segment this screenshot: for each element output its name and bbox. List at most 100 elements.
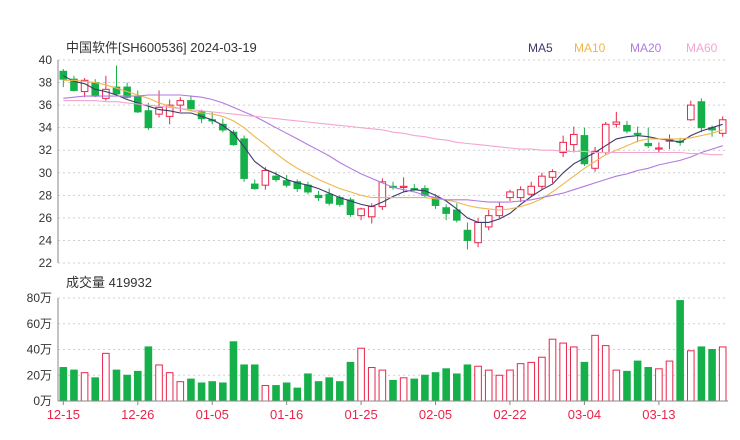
candle-body [495,206,504,217]
series-line-ma5 [63,75,723,223]
price-tick-label: 40 [39,53,53,67]
candle [718,116,727,137]
volume-bar [548,338,557,402]
candle [229,129,238,146]
candle-body [367,206,376,218]
candle [655,142,663,153]
candle-body [378,181,387,208]
candle [601,122,610,155]
x-tick-label: 03-04 [568,407,601,422]
price-tick-label: 38 [39,76,53,90]
volume-bar [378,369,387,402]
candle-body [144,110,153,129]
candle-body [463,229,472,241]
candle [357,207,365,221]
candle [144,102,153,130]
price-tick-label: 28 [39,188,53,202]
candle [633,126,642,143]
volume-tick-label: 80万 [27,291,52,305]
candle-body [187,100,195,109]
candle-body [325,193,333,204]
candle-body [548,171,557,178]
candle-body [219,123,227,131]
volume-bar [229,341,238,402]
candle-body [399,185,408,188]
volume-bar [506,369,514,402]
candle [442,204,450,221]
candle-body [59,70,68,80]
candle [240,135,248,182]
candle [165,99,174,125]
volume-bar [187,378,195,402]
x-tick-label: 02-05 [419,407,452,422]
volume-bar [357,347,365,402]
candle-body [112,86,121,95]
x-tick-label: 12-26 [121,407,154,422]
candle [516,186,525,203]
candle [282,175,291,188]
volume-bar [708,349,716,402]
volume-bar [431,372,440,402]
candle-body [559,141,567,153]
candle-body [453,209,461,221]
candle [644,127,653,148]
volume-bar [591,334,599,402]
volume-bar [219,382,227,402]
candle [112,65,121,97]
volume-bar [112,369,121,402]
volume-bar [644,367,653,402]
volume-tick-label: 0万 [33,394,52,408]
candle-body [697,101,706,129]
candle-body [261,170,270,186]
volume-bar [527,361,536,402]
candle-body [718,119,727,134]
volume-bar [655,368,663,402]
candle-body [70,78,78,91]
volume-bar [325,377,333,402]
candle [665,134,674,150]
candle-body [282,180,291,186]
price-tick-label: 34 [39,121,53,135]
series-line-ma60 [63,100,723,156]
volume-bar [559,342,567,402]
candle-body [272,175,280,181]
candle-body [442,207,450,214]
candle [506,189,514,201]
candle-body [601,123,610,153]
candle-body [357,208,365,217]
candle-body [102,88,110,99]
volume-bar [718,346,727,402]
volume-bar [314,381,323,402]
volume-bar [463,364,472,402]
candle-body [623,124,631,132]
candle-body [229,131,238,146]
x-tick-label: 12-15 [47,407,80,422]
volume-bar [569,346,578,402]
price-tick-label: 36 [39,98,53,112]
volume-bar [91,377,100,402]
candle [559,135,567,157]
candle [250,179,259,190]
candle [569,126,578,153]
price-tick-label: 24 [39,233,53,247]
legend-ma20: MA20 [630,41,662,55]
volume-bar [123,374,131,402]
volume-bar [133,370,142,402]
volume-title: 成交量 419932 [66,275,152,290]
candle [293,179,302,192]
volume-bar [336,381,344,402]
candle-body [474,221,482,244]
volume-bar [399,377,408,402]
candle [548,169,557,183]
candle-body [346,199,355,216]
volume-bar [601,345,610,402]
volume-bar [453,373,461,402]
price-tick-label: 32 [39,143,53,157]
candle-body [155,106,163,115]
x-tick-label: 01-05 [196,407,229,422]
volume-bar [304,373,312,402]
candle-body [655,147,663,150]
candle [612,111,621,128]
